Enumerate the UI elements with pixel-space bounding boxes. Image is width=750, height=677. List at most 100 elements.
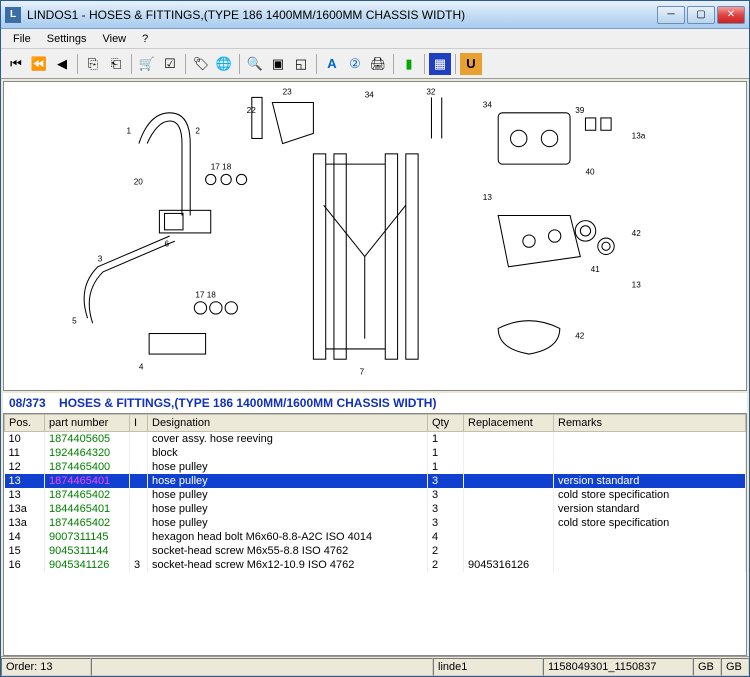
cell-partnum: 1874465401 bbox=[45, 474, 130, 488]
cell-i bbox=[130, 488, 148, 502]
cell-qty: 1 bbox=[428, 446, 464, 460]
cell-partnum: 1844465401 bbox=[45, 502, 130, 516]
table-row[interactable]: 13a1874465402hose pulley3cold store spec… bbox=[5, 516, 746, 530]
separator bbox=[185, 54, 186, 74]
globe-icon[interactable]: 🌐 bbox=[213, 53, 235, 75]
svg-text:17 18: 17 18 bbox=[195, 291, 216, 300]
table-row[interactable]: 131874465401hose pulley3version standard bbox=[5, 474, 746, 488]
cell-partnum: 1874465402 bbox=[45, 516, 130, 530]
order-label: Order: bbox=[6, 661, 37, 673]
green-doc-icon[interactable]: ▮ bbox=[398, 53, 420, 75]
cell-i bbox=[130, 530, 148, 544]
col-replacement[interactable]: Replacement bbox=[464, 415, 554, 432]
cell-remarks: version standard bbox=[554, 502, 746, 516]
cell-pos: 13a bbox=[5, 502, 45, 516]
rewind-icon[interactable]: ⏪ bbox=[28, 53, 50, 75]
cart-icon[interactable]: 🛒 bbox=[136, 53, 158, 75]
svg-text:1: 1 bbox=[127, 126, 132, 135]
col-remarks[interactable]: Remarks bbox=[554, 415, 746, 432]
cell-qty: 4 bbox=[428, 530, 464, 544]
col-pos[interactable]: Pos. bbox=[5, 415, 45, 432]
svg-text:42: 42 bbox=[575, 332, 585, 341]
prev-icon[interactable]: ◀ bbox=[51, 53, 73, 75]
minimize-button[interactable]: ─ bbox=[657, 6, 685, 24]
cell-replacement bbox=[464, 530, 554, 544]
cell-i bbox=[130, 516, 148, 530]
cell-designation: hose pulley bbox=[148, 488, 428, 502]
first-icon[interactable]: ⏮ bbox=[5, 53, 27, 75]
import-icon[interactable]: ⎗ bbox=[105, 53, 127, 75]
u-icon[interactable]: U bbox=[460, 53, 482, 75]
table-row[interactable]: 101874405605cover assy. hose reeving1 bbox=[5, 432, 746, 447]
status-order: Order: 13 bbox=[1, 658, 91, 676]
diagram-viewport[interactable]: 1220 17 1863 517 184 222334 323439 13a40… bbox=[3, 81, 747, 391]
cell-designation: hose pulley bbox=[148, 460, 428, 474]
cell-pos: 13a bbox=[5, 516, 45, 530]
cell-pos: 16 bbox=[5, 558, 45, 572]
blue-box-icon[interactable]: ▦ bbox=[429, 53, 451, 75]
table-row[interactable]: 111924464320 block1 bbox=[5, 446, 746, 460]
col-i[interactable]: I bbox=[130, 415, 148, 432]
table-row[interactable]: 149007311145hexagon head bolt M6x60-8.8-… bbox=[5, 530, 746, 544]
separator bbox=[77, 54, 78, 74]
close-button[interactable]: ✕ bbox=[717, 6, 745, 24]
cell-partnum: 1924464320 bbox=[45, 446, 130, 460]
circle2-icon[interactable]: ② bbox=[344, 53, 366, 75]
separator bbox=[455, 54, 456, 74]
cell-i bbox=[130, 432, 148, 447]
status-lang1: GB bbox=[693, 658, 721, 676]
toolbar: ⏮ ⏪ ◀ ⎘ ⎗ 🛒 ☑ 🏷 🌐 🔍 ▣ ◱ A ② 🖨 ▮ ▦ U bbox=[1, 49, 749, 79]
svg-text:34: 34 bbox=[483, 101, 493, 110]
col-designation[interactable]: Designation bbox=[148, 415, 428, 432]
cell-i: 3 bbox=[130, 558, 148, 572]
table-row[interactable]: 131874465402hose pulley3cold store speci… bbox=[5, 488, 746, 502]
cell-designation: socket-head screw M6x12-10.9 ISO 4762 bbox=[148, 558, 428, 572]
cell-pos: 10 bbox=[5, 432, 45, 447]
print-icon[interactable]: 🖨 bbox=[367, 53, 389, 75]
cell-replacement bbox=[464, 502, 554, 516]
svg-text:7: 7 bbox=[360, 368, 365, 377]
cell-qty: 3 bbox=[428, 502, 464, 516]
table-row[interactable]: 1690453411263socket-head screw M6x12-10.… bbox=[5, 558, 746, 572]
separator bbox=[393, 54, 394, 74]
cell-i bbox=[130, 502, 148, 516]
fit-icon[interactable]: ◱ bbox=[290, 53, 312, 75]
letter-a-icon[interactable]: A bbox=[321, 53, 343, 75]
parts-table: Pos. part number I Designation Qty Repla… bbox=[4, 414, 746, 572]
menu-file[interactable]: File bbox=[5, 31, 39, 47]
check-icon[interactable]: ☑ bbox=[159, 53, 181, 75]
menu-view[interactable]: View bbox=[94, 31, 134, 47]
page-icon[interactable]: ▣ bbox=[267, 53, 289, 75]
maximize-button[interactable]: ▢ bbox=[687, 6, 715, 24]
cell-designation: block bbox=[148, 446, 428, 460]
cell-pos: 13 bbox=[5, 488, 45, 502]
cell-partnum: 1874465400 bbox=[45, 460, 130, 474]
cell-replacement bbox=[464, 516, 554, 530]
cell-partnum: 9007311145 bbox=[45, 530, 130, 544]
cell-i bbox=[130, 460, 148, 474]
table-row[interactable]: 159045311144socket-head screw M6x55-8.8 … bbox=[5, 544, 746, 558]
svg-text:13: 13 bbox=[632, 280, 642, 289]
menu-help[interactable]: ? bbox=[134, 31, 156, 47]
menu-settings[interactable]: Settings bbox=[39, 31, 95, 47]
tag-icon[interactable]: 🏷 bbox=[190, 53, 212, 75]
app-icon: L bbox=[5, 7, 21, 23]
col-qty[interactable]: Qty bbox=[428, 415, 464, 432]
export-icon[interactable]: ⎘ bbox=[82, 53, 104, 75]
cell-pos: 11 bbox=[5, 446, 45, 460]
col-partnum[interactable]: part number bbox=[45, 415, 130, 432]
cell-designation: hose pulley bbox=[148, 516, 428, 530]
svg-text:3: 3 bbox=[98, 255, 103, 264]
svg-text:5: 5 bbox=[72, 316, 77, 325]
app-window: L LINDOS1 - HOSES & FITTINGS,(TYPE 186 1… bbox=[0, 0, 750, 677]
svg-text:2: 2 bbox=[195, 126, 200, 135]
window-buttons: ─ ▢ ✕ bbox=[657, 6, 745, 24]
zoom-in-icon[interactable]: 🔍 bbox=[244, 53, 266, 75]
cell-partnum: 9045341126 bbox=[45, 558, 130, 572]
table-row[interactable]: 121874465400hose pulley1 bbox=[5, 460, 746, 474]
cell-qty: 2 bbox=[428, 544, 464, 558]
cell-remarks bbox=[554, 558, 746, 572]
table-row[interactable]: 13a1844465401hose pulley3version standar… bbox=[5, 502, 746, 516]
order-value: 13 bbox=[40, 661, 52, 673]
cell-partnum: 1874405605 bbox=[45, 432, 130, 447]
